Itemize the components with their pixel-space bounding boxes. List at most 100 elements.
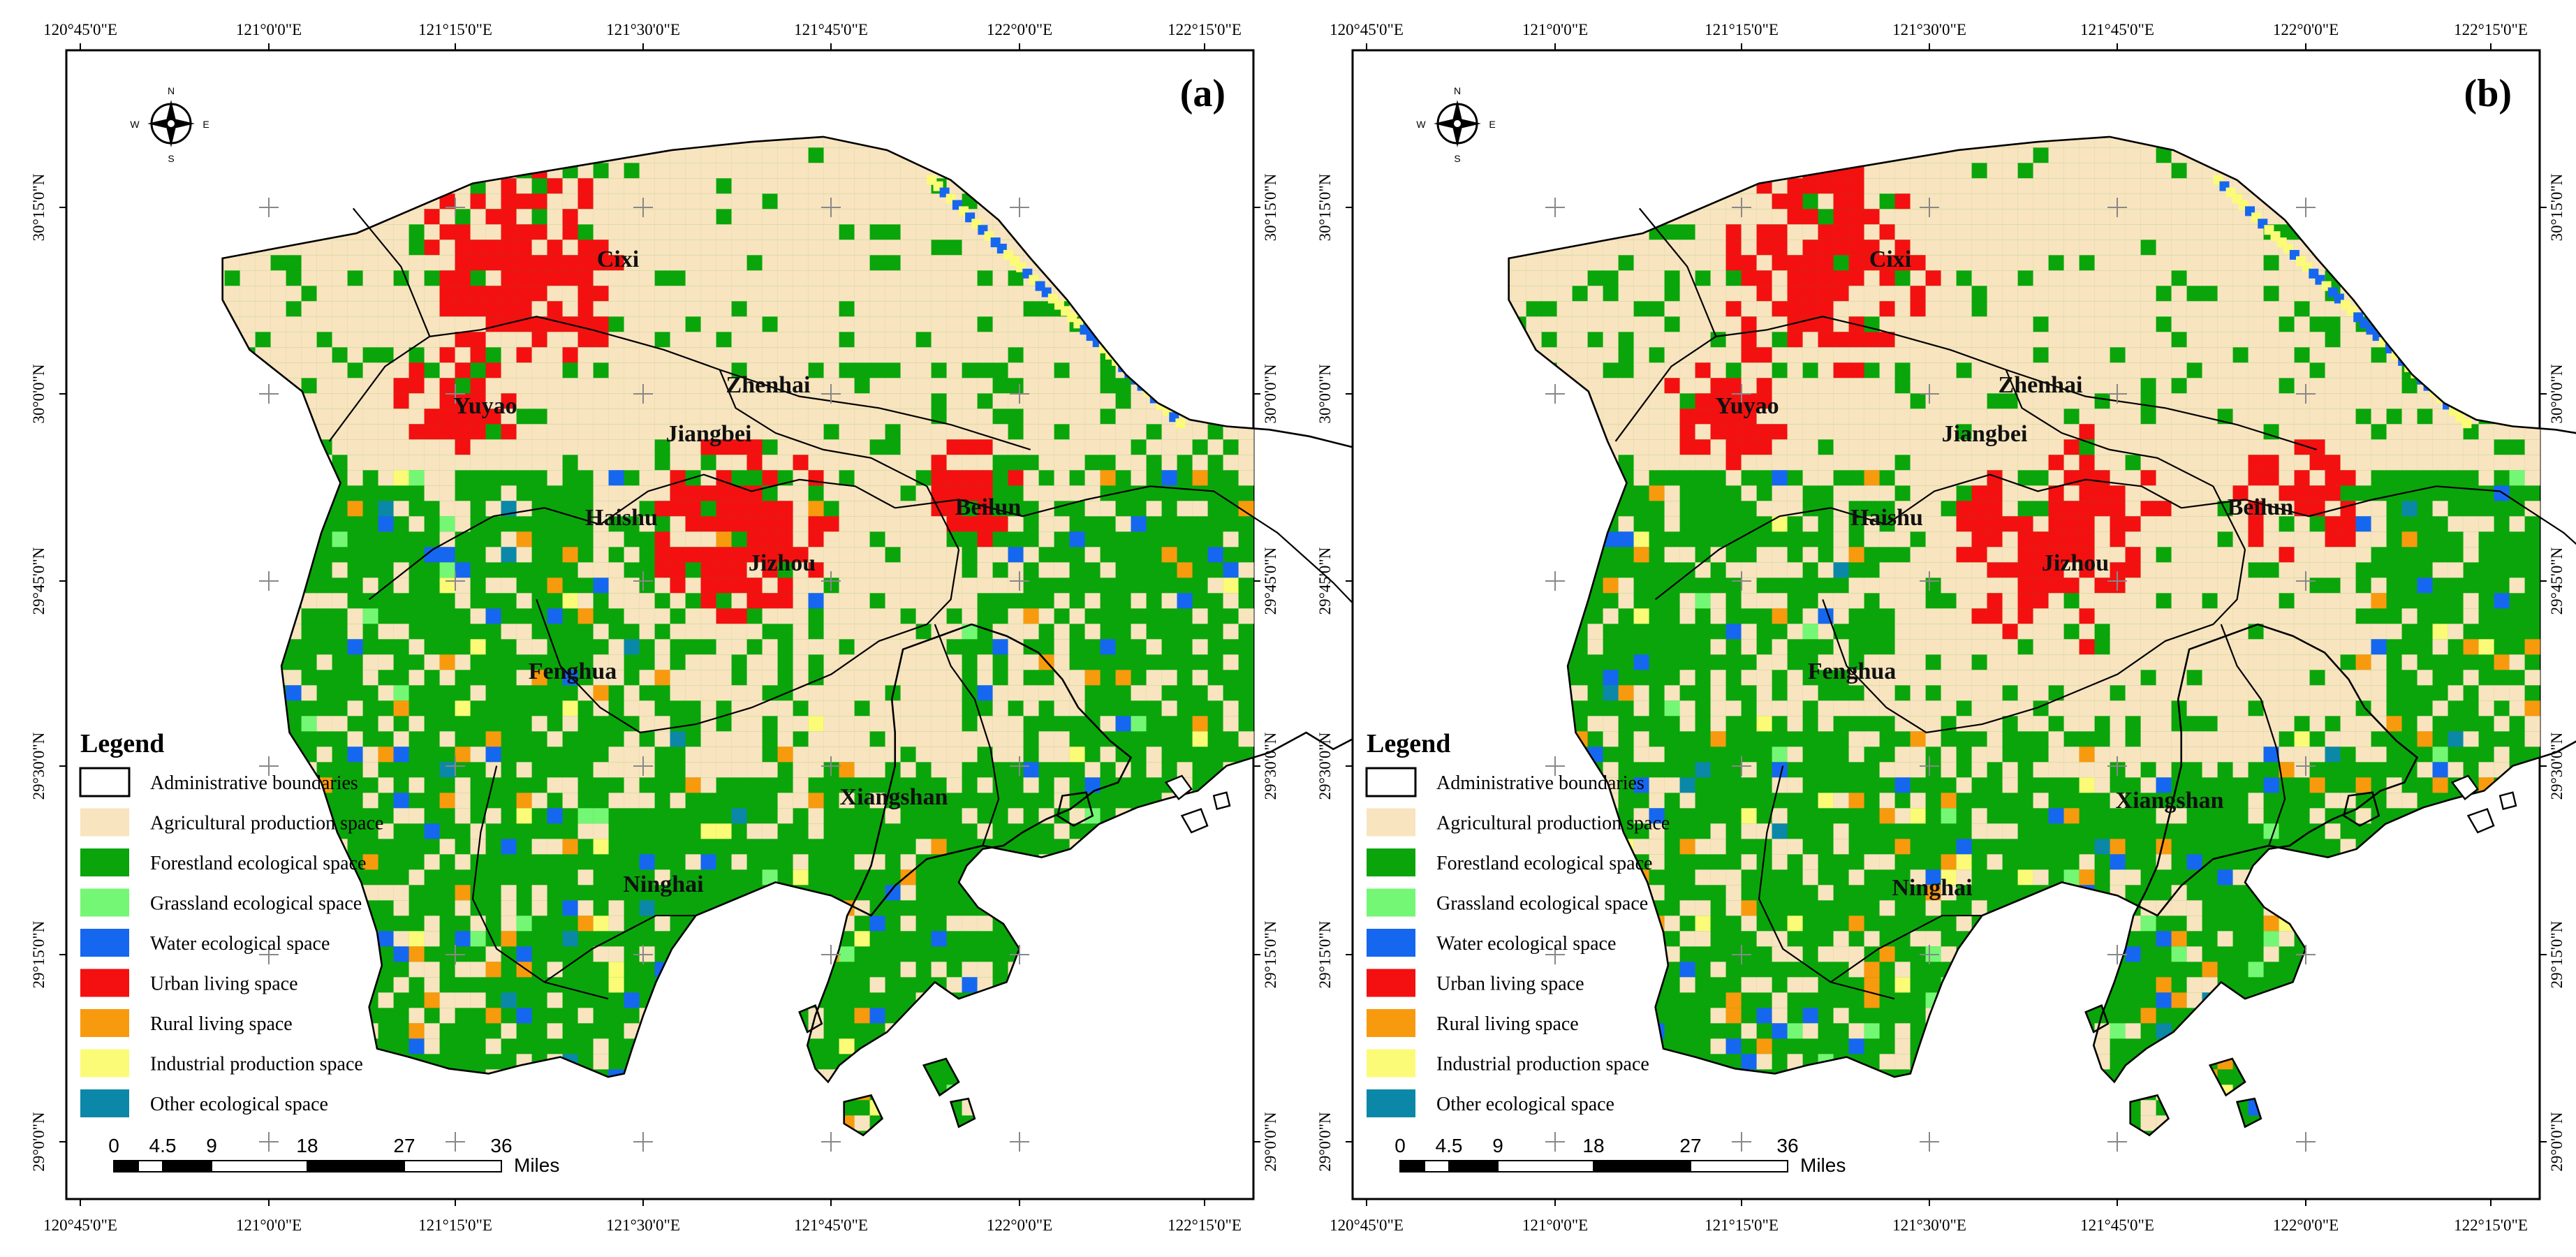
district-label: Ninghai (623, 872, 703, 897)
legend-swatch (1367, 1049, 1415, 1078)
legend-swatch (80, 888, 129, 917)
legend-item-label: Administrative boundaries (1436, 772, 1644, 794)
longitude-label-top: 120°45'0"E (1330, 21, 1404, 38)
legend-item-label: Urban living space (1436, 973, 1584, 995)
district-label: Ninghai (1892, 875, 1972, 901)
district-label: Xiangshan (2116, 788, 2224, 814)
district-label: Zhenhai (1999, 372, 2083, 398)
district-label: Fenghua (1808, 659, 1897, 684)
legend-swatch (79, 767, 131, 797)
map-panel: 120°45'0"E 120°45'0"E 121°0'0"E 121°0'0"E 12… (30, 21, 1742, 1234)
legend-swatch (1367, 1089, 1415, 1117)
compass-north: N (168, 85, 175, 96)
longitude-label-top: 121°45'0"E (2080, 21, 2154, 38)
legend-swatch (80, 848, 129, 876)
islet (1180, 808, 1209, 834)
compass-icon: N S E W (130, 85, 209, 164)
compass-icon: N S E W (1416, 85, 1495, 164)
longitude-label-bottom: 122°0'0"E (2273, 1216, 2339, 1234)
longitude-label-top: 121°15'0"E (1705, 21, 1779, 38)
legend-swatch (1367, 929, 1415, 957)
islet (1212, 791, 1231, 811)
islet (2450, 774, 2479, 800)
district-label: Yuyao (453, 393, 517, 419)
longitude-label-top: 121°30'0"E (606, 21, 680, 38)
longitude-label-bottom: 120°45'0"E (1330, 1216, 1404, 1234)
axis-labels: 120°45'0"E 120°45'0"E 121°0'0"E 121°0'0"E 12… (30, 21, 1279, 1234)
longitude-label-top: 122°0'0"E (987, 21, 1052, 38)
latitude-label-right: 29°45'0"N (2548, 547, 2566, 615)
district-label: Jiangbei (666, 421, 752, 447)
legend-swatch (1367, 1009, 1415, 1037)
legend-swatch (80, 1089, 129, 1117)
longitude-label-top: 122°15'0"E (1168, 21, 1242, 38)
latitude-label-right: 29°0'0"N (2548, 1112, 2566, 1172)
legend-swatch (1367, 969, 1415, 997)
compass-east: E (1489, 119, 1495, 130)
district-label: Jizhou (749, 550, 816, 576)
panel-label: (b) (2464, 72, 2512, 115)
district-labels: Cixi Yuyao Zhenhai Jiangbei Haishu Beilun Jizh… (1715, 247, 2293, 901)
longitude-label-bottom: 122°0'0"E (987, 1216, 1052, 1234)
legend-item-label: Agricultural production space (1436, 813, 1670, 835)
longitude-label-top: 122°15'0"E (2454, 21, 2528, 38)
legend-item-label: Forestland ecological space (1436, 853, 1652, 874)
legend-item-label: Industrial production space (1436, 1054, 1649, 1075)
legend-item-label: Grassland ecological space (1436, 893, 1648, 915)
graticule (259, 198, 1029, 1152)
latitude-label-left: 29°45'0"N (30, 547, 47, 615)
legend-swatch (80, 929, 129, 957)
legend-item-label: Industrial production space (150, 1054, 363, 1075)
legend-swatch (80, 1009, 129, 1037)
legend-swatch (1367, 848, 1415, 876)
latitude-label-right: 30°0'0"N (2548, 364, 2566, 424)
scale-tick-label: 0 (108, 1135, 119, 1156)
longitude-label-bottom: 122°15'0"E (1168, 1216, 1242, 1234)
compass-south: S (168, 153, 174, 164)
legend: Legend Administrative boundaries Agricultu… (79, 729, 383, 1117)
scale-tick-label: 4.5 (1436, 1135, 1463, 1156)
islet (2466, 808, 2495, 834)
district-label: Zhenhai (726, 372, 811, 398)
district-label: Jiangbei (1942, 421, 2028, 447)
latitude-label-right: 30°15'0"N (1262, 173, 1279, 241)
coastline (1508, 135, 2576, 1137)
latitude-label-left: 30°0'0"N (1316, 364, 1334, 424)
scale-tick-label: 9 (1492, 1135, 1503, 1156)
scale-tick-label: 18 (296, 1135, 318, 1156)
legend: Legend Administrative boundaries Agricultu… (1365, 729, 1670, 1117)
legend-title: Legend (1367, 729, 1450, 758)
legend-item-label: Rural living space (1436, 1013, 1579, 1035)
legend-title: Legend (80, 729, 164, 758)
administrative-boundaries (1614, 207, 2576, 1000)
scale-unit: Miles (514, 1154, 559, 1176)
longitude-label-top: 121°0'0"E (236, 21, 302, 38)
compass-east: E (203, 119, 209, 130)
graticule (1545, 198, 2316, 1152)
coastline (221, 135, 1742, 1137)
district-label: Fenghua (529, 659, 617, 684)
longitude-label-bottom: 120°45'0"E (43, 1216, 117, 1234)
latitude-label-left: 29°30'0"N (30, 732, 47, 800)
district-label: Beilun (955, 494, 1022, 520)
latitude-label-right: 29°30'0"N (2548, 732, 2566, 800)
islet (2498, 791, 2517, 811)
legend-item-label: Grassland ecological space (150, 893, 362, 915)
legend-item-label: Other ecological space (1436, 1094, 1614, 1115)
latitude-label-left: 29°30'0"N (1316, 732, 1334, 800)
scale-tick-label: 27 (1679, 1135, 1701, 1156)
legend-swatch (1367, 888, 1415, 917)
longitude-label-bottom: 121°15'0"E (418, 1216, 492, 1234)
latitude-label-right: 30°15'0"N (2548, 173, 2566, 241)
district-label: Haishu (1850, 505, 1923, 531)
district-label: Cixi (1869, 247, 1911, 272)
islet (1164, 774, 1193, 800)
latitude-label-left: 30°15'0"N (30, 173, 47, 241)
longitude-label-top: 121°30'0"E (1892, 21, 1966, 38)
compass-west: W (1416, 119, 1426, 130)
district-label: Xiangshan (840, 784, 948, 810)
district-label: Haishu (585, 505, 658, 531)
